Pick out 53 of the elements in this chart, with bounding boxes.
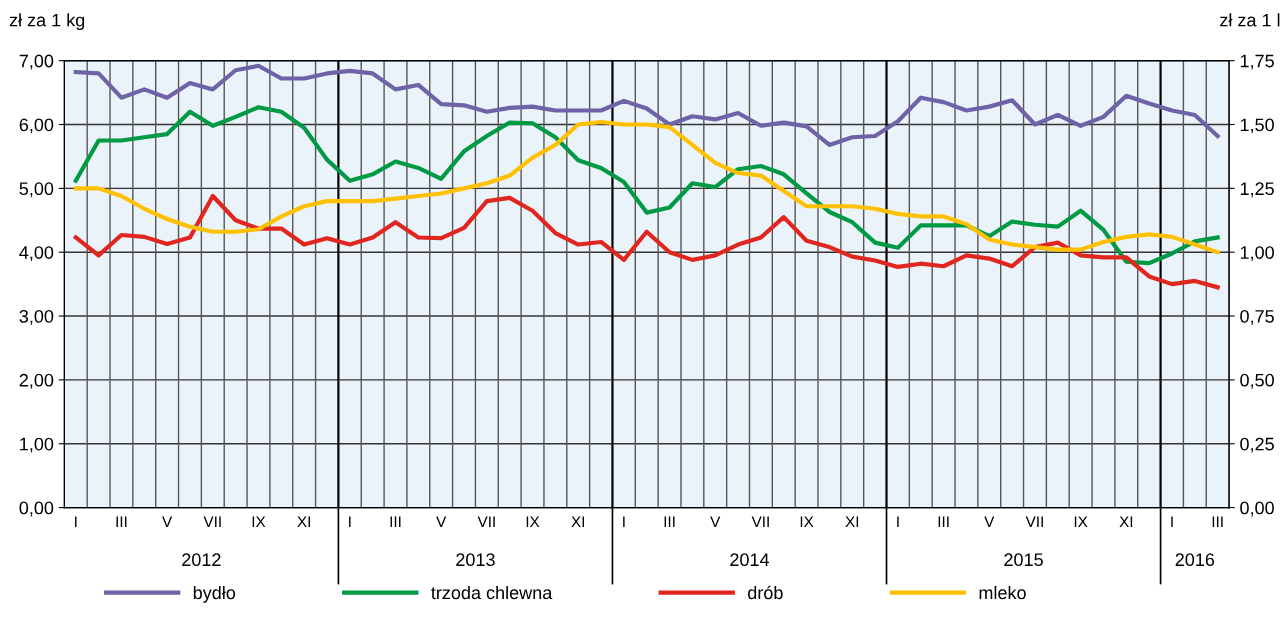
x-tick-label: III [116, 516, 127, 527]
x-tick-label: I [1171, 516, 1173, 527]
y-tick-label: 4,00 [19, 246, 54, 262]
legend-label: trzoda chlewna [431, 585, 553, 600]
x-tick-label: V [162, 516, 173, 527]
x-tick-label: V [710, 516, 721, 527]
x-tick-label: III [1212, 516, 1223, 527]
x-tick-label: I [897, 516, 899, 527]
x-tick-label: V [984, 516, 995, 527]
x-tick-label: VII [203, 516, 221, 527]
x-tick-label: IX [526, 516, 540, 527]
x-tick-label: III [938, 516, 949, 527]
x-tick-label: III [664, 516, 675, 527]
y-tick-label: 6,00 [19, 118, 54, 134]
y2-tick-label: 1,50 [1240, 118, 1274, 134]
text: 2015 [1004, 553, 1043, 567]
text: 2016 [1175, 553, 1215, 567]
text: 2012 [182, 553, 221, 567]
x-tick-label: IX [800, 516, 814, 527]
x-tick-label: I [623, 516, 625, 527]
x-tick-label: IX [1074, 516, 1088, 527]
y-tick-label: 5,00 [19, 182, 54, 198]
x-tick-label: XI [845, 516, 859, 527]
y-tick-label: 0,00 [19, 501, 54, 517]
x-tick-label: VII [751, 516, 769, 527]
y2-tick-label: 0,00 [1240, 501, 1274, 517]
legend-label: drób [748, 585, 783, 600]
y2-tick-label: 1,00 [1240, 246, 1274, 262]
y-tick-label: 3,00 [19, 309, 54, 325]
x-tick-label: III [390, 516, 401, 527]
y2-tick-label: 0,50 [1240, 373, 1274, 389]
y-tick-label: 7,00 [19, 54, 54, 70]
x-tick-label: VII [1025, 516, 1043, 527]
legend-label: bydło [193, 585, 236, 603]
x-tick-label: XI [297, 516, 310, 527]
y-tick-label: 2,00 [19, 373, 54, 389]
x-tick-label: I [349, 516, 351, 527]
y2-tick-label: 1,75 [1240, 54, 1274, 70]
y2-axis-title: zł za 1 l [1220, 13, 1280, 27]
x-tick-label: V [436, 516, 447, 527]
y-tick-label: 1,00 [20, 437, 54, 453]
x-tick-label: XI [571, 516, 585, 527]
y-axis-title: zł za 1 kg [9, 13, 85, 31]
text: 2013 [456, 553, 495, 567]
y2-tick-label: 0,25 [1240, 437, 1274, 453]
legend-label: mleko [979, 585, 1026, 600]
y2-tick-label: 1,25 [1240, 182, 1274, 198]
y2-tick-label: 0,75 [1240, 309, 1274, 325]
x-tick-label: VII [477, 516, 495, 527]
x-tick-label: IX [252, 516, 266, 527]
x-tick-label: XI [1119, 516, 1133, 527]
text: 2014 [730, 553, 770, 567]
x-tick-label: I [75, 516, 77, 527]
